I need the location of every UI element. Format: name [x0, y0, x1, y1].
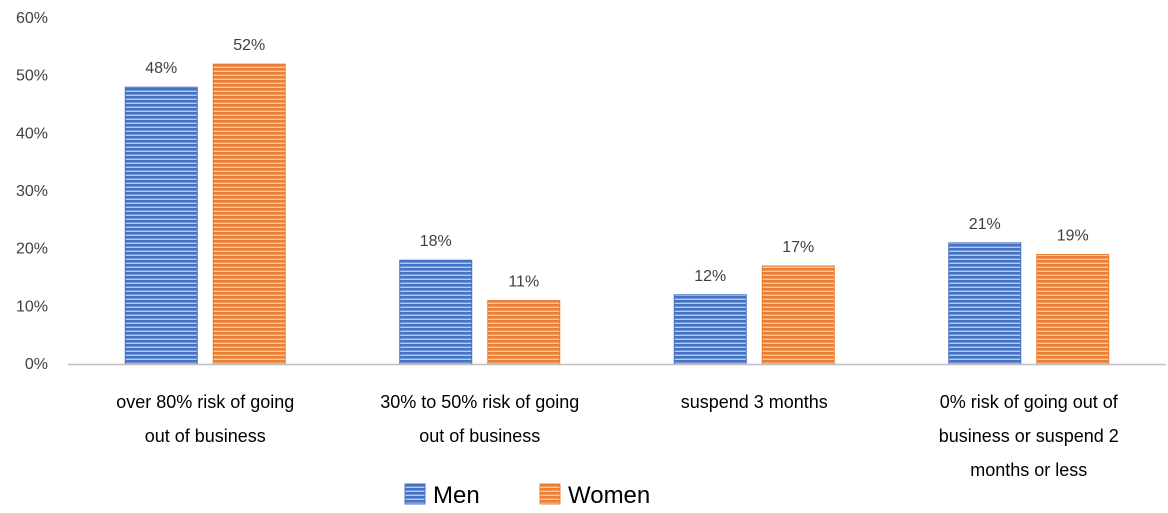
bar-men [399, 259, 473, 365]
data-label: 18% [420, 233, 452, 250]
bar-women [212, 63, 286, 365]
bar-men [948, 242, 1022, 365]
legend-label-women: Women [568, 482, 650, 509]
category-label: out of business [145, 426, 266, 446]
bar-men [124, 86, 198, 365]
y-tick-label: 40% [16, 125, 48, 142]
category-label: out of business [419, 426, 540, 446]
bar-women [487, 300, 561, 365]
data-label: 11% [508, 274, 539, 291]
data-label: 52% [233, 37, 265, 54]
y-tick-label: 60% [16, 10, 48, 27]
bar-men [673, 294, 747, 365]
category-label: months or less [970, 460, 1087, 480]
bar-women [761, 265, 835, 365]
category-label: over 80% risk of going [116, 392, 294, 412]
bar-women [1036, 253, 1110, 365]
category-label: 0% risk of going out of [940, 392, 1119, 412]
y-tick-label: 50% [16, 68, 48, 85]
y-tick-label: 20% [16, 241, 48, 258]
data-label: 17% [782, 239, 814, 256]
bars [124, 63, 1110, 365]
legend: Men Women [404, 482, 650, 509]
data-label: 19% [1057, 227, 1089, 244]
data-label: 12% [694, 268, 726, 285]
category-label: 30% to 50% risk of going [380, 392, 579, 412]
legend-swatch-men [404, 483, 426, 505]
y-tick-label: 30% [16, 183, 48, 200]
data-labels: 48% 52% 18% 11% 12% 17% 21% 19% [145, 37, 1089, 290]
category-label: suspend 3 months [681, 392, 828, 412]
category-labels: over 80% risk of going out of business 30%… [116, 392, 1119, 480]
y-tick-label: 10% [16, 298, 48, 315]
data-label: 48% [145, 60, 177, 77]
y-axis-ticks: 0% 10% 20% 30% 40% 50% 60% [16, 10, 48, 373]
legend-swatch-women [539, 483, 561, 505]
legend-label-men: Men [433, 482, 480, 509]
category-label: business or suspend 2 [939, 426, 1119, 446]
data-label: 21% [969, 216, 1001, 233]
y-tick-label: 0% [25, 356, 48, 373]
